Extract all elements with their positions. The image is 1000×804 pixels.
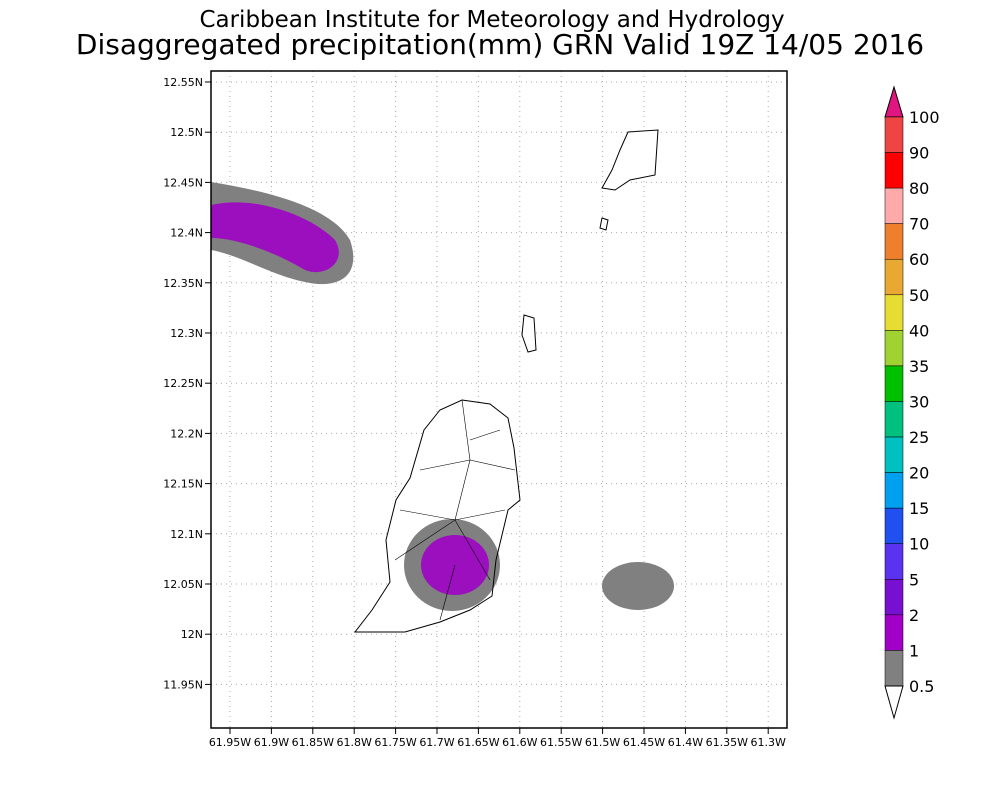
colorbar-box bbox=[884, 330, 904, 367]
lon-label: 61.65W bbox=[457, 736, 499, 749]
colorbar-label: 2 bbox=[909, 606, 919, 625]
colorbar-box bbox=[884, 614, 904, 651]
island-outline bbox=[601, 129, 659, 191]
lat-label: 12.2N bbox=[170, 427, 203, 440]
island-outline bbox=[599, 217, 609, 231]
parish-lines bbox=[394, 399, 516, 621]
lon-label: 61.35W bbox=[706, 736, 748, 749]
lat-label: 12.25N bbox=[163, 377, 203, 390]
map-layer bbox=[211, 129, 674, 633]
lon-label: 61.85W bbox=[292, 736, 334, 749]
lon-label: 61.45W bbox=[623, 736, 665, 749]
rain-purple bbox=[211, 202, 339, 273]
island-outline bbox=[521, 314, 537, 353]
lon-label: 61.75W bbox=[374, 736, 416, 749]
lat-label: 12N bbox=[181, 628, 203, 641]
lon-label: 61.55W bbox=[540, 736, 582, 749]
colorbar-label: 15 bbox=[909, 499, 929, 518]
grid bbox=[205, 71, 787, 734]
lon-label: 61.6W bbox=[502, 736, 537, 749]
colorbar-box bbox=[884, 223, 904, 260]
lat-label: 12.15N bbox=[163, 478, 203, 491]
lat-label: 12.45N bbox=[163, 176, 203, 189]
colorbar-box bbox=[884, 116, 904, 153]
colorbar-label: 90 bbox=[909, 144, 929, 163]
lon-label: 61.5W bbox=[585, 736, 620, 749]
lon-label: 61.4W bbox=[668, 736, 703, 749]
colorbar-label: 10 bbox=[909, 535, 929, 554]
lat-label: 12.3N bbox=[170, 327, 203, 340]
colorbar-label: 40 bbox=[909, 321, 929, 340]
lon-label: 61.3W bbox=[751, 736, 786, 749]
colorbar-box bbox=[884, 507, 904, 544]
subtitle: Disaggregated precipitation(mm) GRN Vali… bbox=[76, 28, 924, 61]
title: Caribbean Institute for Meteorology and … bbox=[199, 7, 784, 33]
colorbar-box bbox=[884, 401, 904, 438]
lat-label: 12.55N bbox=[163, 76, 203, 89]
colorbar-box bbox=[884, 543, 904, 580]
colorbar-label: 80 bbox=[909, 179, 929, 198]
lon-label: 61.95W bbox=[209, 736, 251, 749]
colorbar-label: 60 bbox=[909, 250, 929, 269]
colorbar-box bbox=[884, 365, 904, 402]
colorbar-box bbox=[884, 472, 904, 509]
colorbar-box bbox=[884, 187, 904, 224]
colorbar-box bbox=[884, 650, 904, 687]
colorbar-label: 1 bbox=[909, 641, 919, 660]
lat-label: 12.05N bbox=[163, 578, 203, 591]
colorbar-box bbox=[884, 258, 904, 296]
lat-label: 12.5N bbox=[170, 126, 203, 139]
colorbar-label: 100 bbox=[909, 108, 940, 127]
colorbar-label: 0.5 bbox=[909, 677, 934, 696]
colorbar-box bbox=[884, 579, 904, 616]
lat-label: 12.35N bbox=[163, 277, 203, 290]
colorbar-box bbox=[884, 294, 904, 331]
colorbar-label: 25 bbox=[909, 428, 929, 447]
rain-gray bbox=[602, 562, 674, 610]
colorbar-box bbox=[884, 152, 904, 189]
colorbar-label: 35 bbox=[909, 357, 929, 376]
lon-label: 61.9W bbox=[254, 736, 289, 749]
plot-frame bbox=[210, 70, 788, 729]
colorbar-label: 50 bbox=[909, 286, 929, 305]
colorbar-label: 30 bbox=[909, 392, 929, 411]
lat-label: 12.1N bbox=[170, 528, 203, 541]
island-outline bbox=[353, 399, 521, 633]
colorbar-box bbox=[884, 436, 904, 473]
colorbar: 100 90 80 70 60 50 40 35 30 25 20 15 10 5 2 1 0.5 bbox=[884, 85, 940, 720]
lat-label: 11.95N bbox=[163, 678, 203, 691]
colorbar-over bbox=[884, 85, 904, 118]
lat-label: 12.4N bbox=[170, 227, 203, 240]
colorbar-under bbox=[884, 685, 904, 720]
lon-label: 61.7W bbox=[419, 736, 454, 749]
colorbar-label: 5 bbox=[909, 570, 919, 589]
colorbar-label: 70 bbox=[909, 215, 929, 234]
colorbar-label: 20 bbox=[909, 464, 929, 483]
lon-label: 61.8W bbox=[337, 736, 372, 749]
